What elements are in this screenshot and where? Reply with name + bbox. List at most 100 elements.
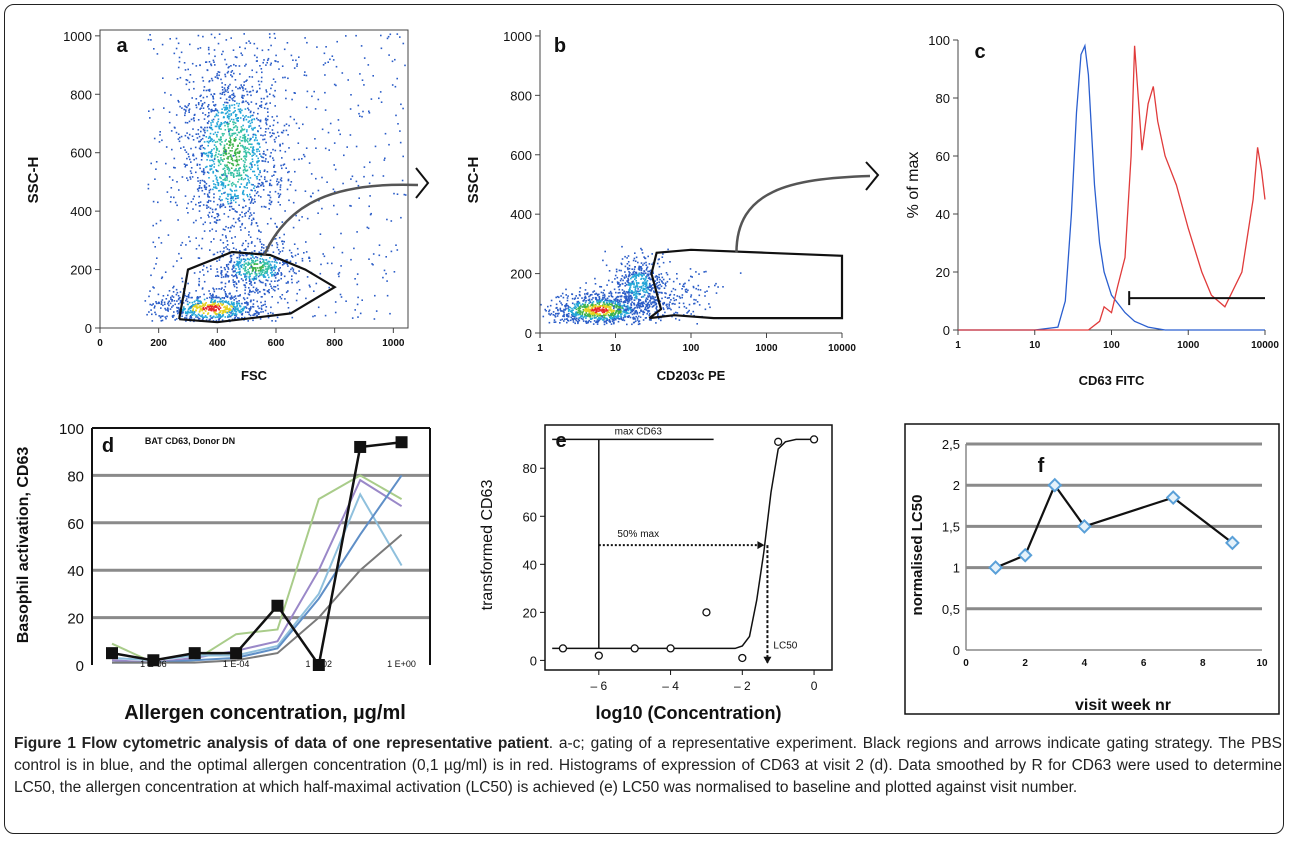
event-dot — [638, 266, 640, 269]
event-dot — [185, 164, 187, 166]
event-dot — [578, 313, 580, 316]
event-dot — [204, 147, 206, 150]
event-dot — [269, 283, 271, 285]
event-dot — [249, 138, 252, 141]
event-dot — [226, 143, 228, 145]
event-dot — [619, 302, 621, 305]
event-dot — [617, 282, 619, 285]
event-dot — [221, 193, 223, 195]
event-dot — [216, 149, 218, 152]
event-dot — [253, 250, 256, 252]
event-dot — [576, 304, 578, 306]
event-dot — [229, 230, 231, 233]
event-dot — [640, 286, 643, 288]
event-dot — [201, 305, 203, 308]
event-dot — [639, 266, 642, 268]
event-dot — [201, 170, 203, 173]
event-dot — [189, 178, 192, 180]
event-dot — [221, 93, 223, 95]
event-dot — [177, 295, 180, 297]
event-dot — [642, 301, 645, 303]
event-dot — [230, 295, 233, 297]
event-dot — [229, 308, 232, 311]
event-dot — [195, 98, 198, 100]
event-dot — [722, 286, 724, 288]
event-dot — [261, 181, 263, 184]
event-dot — [627, 277, 629, 280]
event-dot — [203, 184, 206, 187]
event-dot — [218, 296, 220, 299]
event-dot — [225, 138, 227, 141]
event-dot — [242, 206, 244, 209]
event-dot — [259, 241, 262, 243]
figure-caption: Figure 1 Flow cytometric analysis of dat… — [14, 733, 1282, 799]
event-dot — [212, 170, 214, 173]
event-dot — [202, 147, 205, 149]
event-dot — [259, 65, 261, 67]
event-dot — [228, 314, 231, 316]
event-dot — [248, 76, 251, 78]
event-dot — [590, 307, 593, 309]
event-dot — [255, 91, 258, 93]
event-dot — [252, 303, 255, 305]
event-dot — [634, 318, 636, 320]
event-dot — [199, 167, 201, 170]
event-dot — [200, 107, 202, 109]
event-dot — [584, 306, 587, 309]
event-dot — [235, 86, 237, 88]
event-dot — [578, 291, 581, 293]
event-dot — [211, 301, 213, 304]
event-dot — [260, 104, 263, 106]
event-dot — [217, 182, 219, 185]
event-dot — [253, 42, 256, 45]
event-dot — [214, 174, 217, 177]
event-dot — [340, 232, 342, 235]
event-dot — [202, 223, 205, 226]
event-dot — [619, 307, 621, 310]
event-dot — [603, 304, 605, 307]
event-dot — [175, 131, 178, 134]
event-dot — [268, 184, 271, 187]
event-dot — [393, 271, 396, 273]
event-dot — [629, 288, 631, 291]
event-dot — [226, 271, 229, 273]
event-dot — [243, 81, 246, 83]
event-dot — [239, 174, 241, 177]
event-dot — [264, 276, 267, 278]
event-dot — [227, 203, 230, 205]
event-dot — [571, 313, 574, 316]
panel-e-point — [558, 644, 568, 653]
event-dot — [224, 282, 227, 285]
event-dot — [577, 302, 580, 304]
panel-d-title: BAT CD63, Donor DN — [145, 436, 235, 446]
event-dot — [644, 282, 646, 285]
event-dot — [562, 296, 565, 299]
event-dot — [646, 304, 648, 307]
event-dot — [215, 154, 217, 156]
event-dot — [223, 213, 226, 215]
event-dot — [252, 89, 254, 92]
event-dot — [228, 65, 230, 68]
event-dot — [202, 306, 205, 309]
event-dot — [596, 293, 599, 296]
event-dot — [271, 296, 273, 298]
event-dot — [603, 305, 606, 307]
event-dot — [169, 302, 172, 305]
event-dot — [356, 303, 359, 306]
event-dot — [248, 231, 250, 233]
event-dot — [213, 144, 216, 146]
event-dot — [590, 309, 593, 312]
event-dot — [233, 225, 235, 228]
event-dot — [224, 75, 227, 78]
event-dot — [642, 311, 645, 314]
event-dot — [577, 318, 580, 321]
event-dot — [247, 107, 249, 110]
event-dot — [670, 308, 672, 311]
event-dot — [234, 316, 236, 319]
event-dot — [241, 254, 244, 256]
event-dot — [588, 295, 590, 298]
event-dot — [240, 140, 243, 142]
x-tick-label: – 6 — [590, 679, 607, 693]
event-dot — [219, 317, 221, 319]
panel-d-square-marker — [271, 599, 284, 612]
